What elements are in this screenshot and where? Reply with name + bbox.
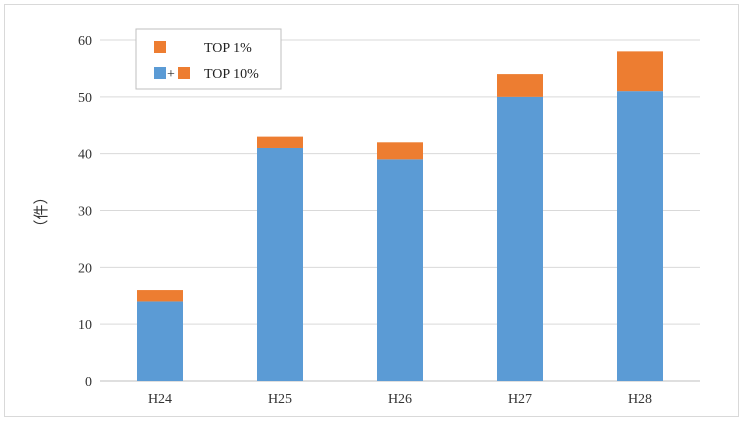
legend-label: TOP 10% bbox=[204, 67, 259, 82]
x-tick-label: H25 bbox=[268, 392, 292, 407]
legend-swatch bbox=[154, 67, 166, 79]
y-tick-label: 10 bbox=[78, 318, 92, 333]
x-tick-label: H26 bbox=[388, 392, 412, 407]
bar-segment bbox=[617, 51, 663, 92]
bar-segment bbox=[137, 301, 183, 381]
bar-segment bbox=[617, 91, 663, 382]
x-tick-label: H27 bbox=[508, 392, 532, 407]
x-tick-label: H24 bbox=[148, 392, 172, 407]
legend-swatch bbox=[154, 41, 166, 53]
legend: TOP 1% + TOP 10% bbox=[135, 28, 282, 90]
legend-joiner: + bbox=[167, 67, 175, 82]
bar-segment bbox=[377, 159, 423, 381]
y-tick-label: 40 bbox=[78, 148, 92, 163]
bars bbox=[137, 51, 663, 382]
bar-segment bbox=[257, 136, 303, 148]
axis-ticks: 0 10 20 30 40 50 60 H24 H25 H26 H27 H28 bbox=[78, 34, 652, 407]
bar-segment bbox=[497, 96, 543, 381]
y-tick-label: 50 bbox=[78, 91, 92, 106]
x-tick-label: H28 bbox=[628, 392, 652, 407]
y-tick-label: 30 bbox=[78, 205, 92, 220]
bar-segment bbox=[497, 74, 543, 97]
bar-segment bbox=[257, 147, 303, 381]
bar-segment bbox=[137, 290, 183, 302]
y-tick-label: 20 bbox=[78, 261, 92, 276]
y-tick-label: 60 bbox=[78, 34, 92, 49]
y-tick-label: 0 bbox=[85, 375, 92, 390]
legend-swatch bbox=[178, 67, 190, 79]
bar-segment bbox=[377, 142, 423, 160]
legend-label: TOP 1% bbox=[204, 41, 252, 56]
y-axis-label: （件） bbox=[32, 189, 50, 234]
